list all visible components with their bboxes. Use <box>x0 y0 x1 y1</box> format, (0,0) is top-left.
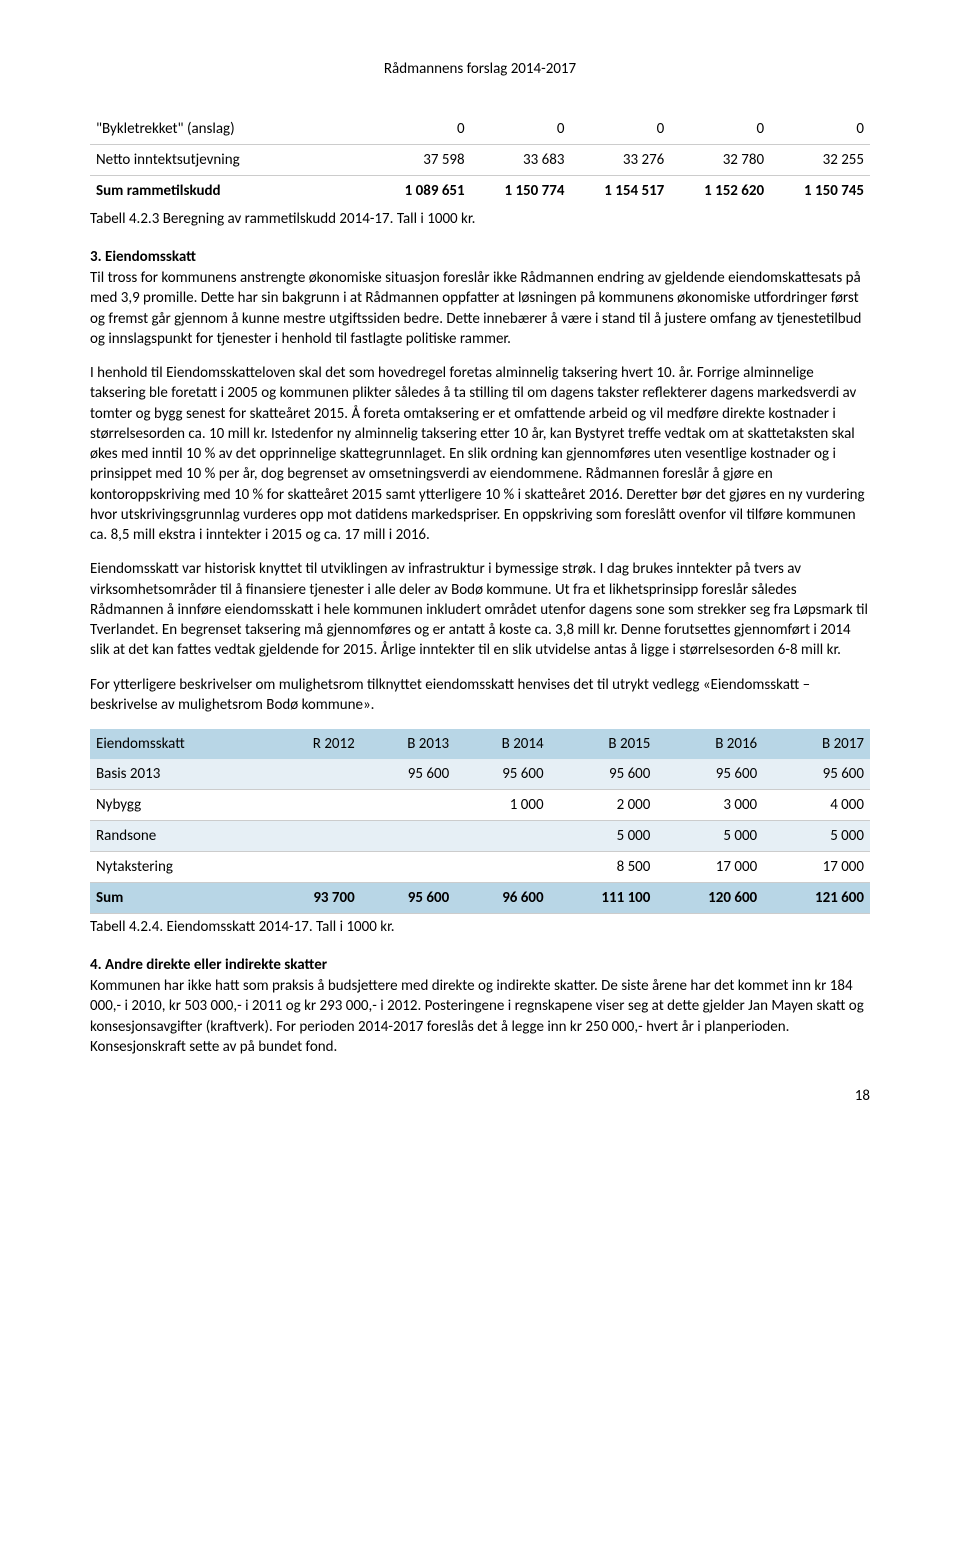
table-cell: 1 000 <box>455 790 549 821</box>
column-header: B 2013 <box>361 729 455 759</box>
table-cell: 1 152 620 <box>670 176 770 207</box>
table-row: Randsone5 0005 0005 000 <box>90 821 870 852</box>
table-cell: Nytakstering <box>90 852 266 883</box>
table-cell: 95 600 <box>550 759 657 790</box>
page-number: 18 <box>90 1087 870 1105</box>
table-cell: 32 780 <box>670 145 770 176</box>
andre-skatter-heading: 4. Andre direkte eller indirekte skatter <box>90 956 870 974</box>
table-cell: 2 000 <box>550 790 657 821</box>
table-cell: Randsone <box>90 821 266 852</box>
table-row: Nytakstering8 50017 00017 000 <box>90 852 870 883</box>
table-cell: 0 <box>471 114 571 145</box>
table-row: Sum rammetilskudd1 089 6511 150 7741 154… <box>90 176 870 207</box>
paragraph-1: Til tross for kommunens anstrengte økono… <box>90 268 870 349</box>
column-header: B 2015 <box>550 729 657 759</box>
row-label: "Bykletrekket" (anslag) <box>90 114 371 145</box>
table-cell: 3 000 <box>656 790 763 821</box>
table-cell: 96 600 <box>455 883 549 914</box>
table-cell <box>361 790 455 821</box>
rammetilskudd-caption: Tabell 4.2.3 Beregning av rammetilskudd … <box>90 210 870 228</box>
column-header: B 2016 <box>656 729 763 759</box>
table-cell: 95 600 <box>656 759 763 790</box>
table-row: "Bykletrekket" (anslag)00000 <box>90 114 870 145</box>
table-cell: 33 276 <box>570 145 670 176</box>
table-cell: Nybygg <box>90 790 266 821</box>
column-header: Eiendomsskatt <box>90 729 266 759</box>
table-cell: 120 600 <box>656 883 763 914</box>
table-cell <box>361 821 455 852</box>
table-cell: 121 600 <box>763 883 870 914</box>
table-cell: 111 100 <box>550 883 657 914</box>
table-row: Basis 201395 60095 60095 60095 60095 600 <box>90 759 870 790</box>
table-cell: Basis 2013 <box>90 759 266 790</box>
table-cell: 0 <box>770 114 870 145</box>
column-header: R 2012 <box>266 729 360 759</box>
table-cell <box>266 759 360 790</box>
table-cell <box>266 821 360 852</box>
page-header: Rådmannens forslag 2014-2017 <box>90 60 870 78</box>
table-cell: 4 000 <box>763 790 870 821</box>
table-cell: 95 600 <box>361 883 455 914</box>
table-cell <box>266 852 360 883</box>
table-cell: 1 150 774 <box>471 176 571 207</box>
table-cell <box>455 852 549 883</box>
table-cell <box>361 852 455 883</box>
table-cell: 93 700 <box>266 883 360 914</box>
table-cell: 1 150 745 <box>770 176 870 207</box>
table-cell: 17 000 <box>656 852 763 883</box>
row-label: Netto inntektsutjevning <box>90 145 371 176</box>
table-cell: 5 000 <box>550 821 657 852</box>
table-cell: 0 <box>670 114 770 145</box>
eiendomsskatt-table: EiendomsskattR 2012B 2013B 2014B 2015B 2… <box>90 729 870 914</box>
column-header: B 2017 <box>763 729 870 759</box>
table-cell: 95 600 <box>455 759 549 790</box>
table-cell: 33 683 <box>471 145 571 176</box>
paragraph-2: I henhold til Eiendomsskatteloven skal d… <box>90 363 870 545</box>
column-header: B 2014 <box>455 729 549 759</box>
table-cell: 8 500 <box>550 852 657 883</box>
table-row: Nybygg 1 0002 0003 0004 000 <box>90 790 870 821</box>
eiendomsskatt-heading: 3. Eiendomsskatt <box>90 248 870 266</box>
table-cell: 5 000 <box>763 821 870 852</box>
table-cell: 1 154 517 <box>570 176 670 207</box>
rammetilskudd-table: "Bykletrekket" (anslag)00000Netto inntek… <box>90 114 870 206</box>
table-cell: 0 <box>371 114 471 145</box>
table-cell: 37 598 <box>371 145 471 176</box>
table-cell: 5 000 <box>656 821 763 852</box>
andre-skatter-paragraph: Kommunen har ikke hatt som praksis å bud… <box>90 976 870 1057</box>
table-cell: 0 <box>570 114 670 145</box>
table-cell: 1 089 651 <box>371 176 471 207</box>
table-row: Netto inntektsutjevning37 59833 68333 27… <box>90 145 870 176</box>
row-label: Sum rammetilskudd <box>90 176 371 207</box>
eiendomsskatt-caption: Tabell 4.2.4. Eiendomsskatt 2014-17. Tal… <box>90 918 870 936</box>
table-cell <box>266 790 360 821</box>
paragraph-4: For ytterligere beskrivelser om mulighet… <box>90 675 870 716</box>
sum-row: Sum93 70095 60096 600111 100120 600121 6… <box>90 883 870 914</box>
table-cell: 32 255 <box>770 145 870 176</box>
table-cell: 17 000 <box>763 852 870 883</box>
paragraph-3: Eiendomsskatt var historisk knyttet til … <box>90 559 870 660</box>
table-cell: 95 600 <box>763 759 870 790</box>
document-page: Rådmannens forslag 2014-2017 "Bykletrekk… <box>0 0 960 1145</box>
table-cell: 95 600 <box>361 759 455 790</box>
table-cell: Sum <box>90 883 266 914</box>
table-cell <box>455 821 549 852</box>
